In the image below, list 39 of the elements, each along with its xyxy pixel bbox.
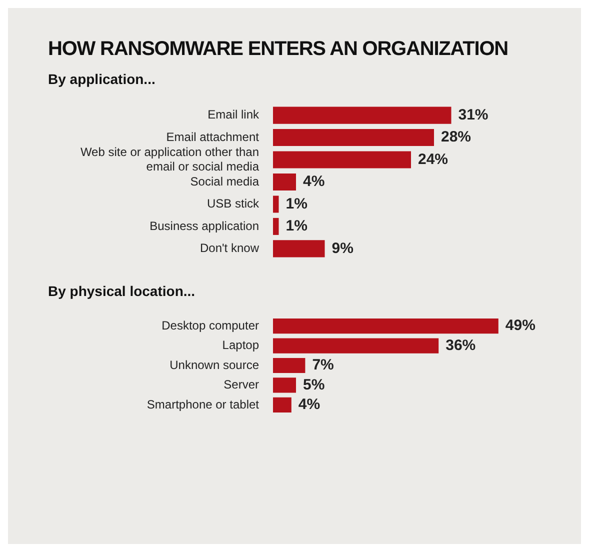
data-label: 49% <box>505 317 536 334</box>
data-label: 1% <box>286 195 308 212</box>
text: By application... <box>48 71 156 87</box>
y-tick-label: Social media <box>190 174 260 188</box>
data-label: 24% <box>418 150 448 168</box>
bar <box>273 318 498 334</box>
bar <box>273 151 411 168</box>
y-tick-label: USB stick <box>206 196 260 211</box>
bar <box>273 397 292 412</box>
data-label: 5% <box>303 376 325 394</box>
bar <box>273 338 439 354</box>
data-label: 36% <box>446 336 476 354</box>
bar <box>273 196 279 213</box>
data-label: 4% <box>303 173 325 190</box>
data-label: 4% <box>298 396 320 414</box>
bar <box>273 378 296 393</box>
data-label: 7% <box>312 356 334 374</box>
bar <box>273 106 452 124</box>
bar <box>273 358 306 374</box>
y-tick-label: Server <box>224 378 260 392</box>
y-tick-label: Email attachment <box>166 130 260 144</box>
y-tick-label: Unknown source <box>170 358 260 372</box>
y-tick-label: Laptop <box>222 338 260 352</box>
data-label: 31% <box>458 106 488 124</box>
y-tick-label: Desktop computer <box>162 318 259 332</box>
data-label: 28% <box>441 128 472 146</box>
chart-title: HOW RANSOMWARE ENTERS AN ORGANIZATION <box>48 38 510 61</box>
bar <box>273 218 279 235</box>
bar <box>273 129 434 146</box>
y-tick-label: Web site or application other than email or social media <box>80 144 260 174</box>
data-label: 9% <box>332 240 354 257</box>
y-tick-label: Business application <box>150 218 259 233</box>
bar <box>273 174 296 191</box>
y-tick-label: Smartphone or tablet <box>146 397 260 412</box>
bar <box>273 240 325 258</box>
y-tick-label: Email link <box>208 108 260 122</box>
data-label: 1% <box>286 218 308 235</box>
text: By physical location... <box>48 283 196 299</box>
y-tick-label: Don't know <box>200 241 260 255</box>
